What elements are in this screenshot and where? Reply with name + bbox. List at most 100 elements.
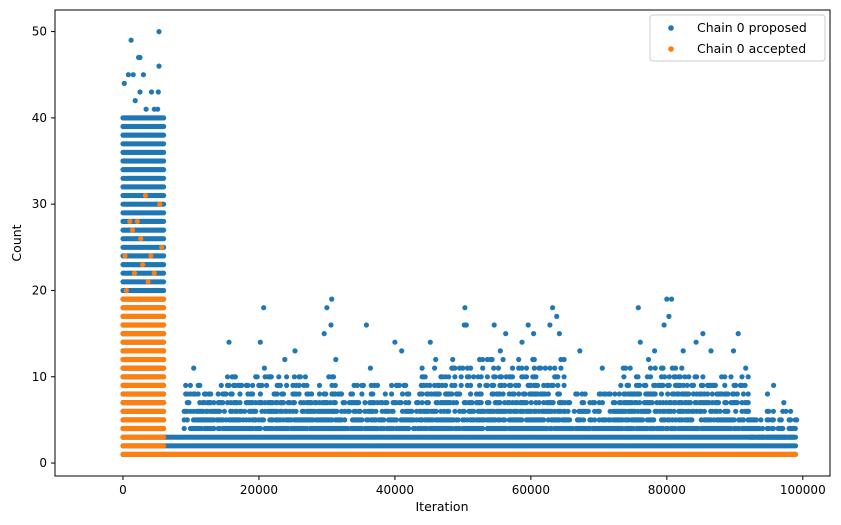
data-point (745, 374, 751, 380)
data-point (492, 374, 498, 380)
legend-label-proposed: Chain 0 proposed (697, 20, 807, 35)
data-point (156, 29, 162, 35)
data-point (709, 391, 715, 397)
data-point (398, 400, 404, 406)
data-point (161, 210, 167, 216)
data-point (334, 408, 340, 414)
data-point (766, 408, 772, 414)
data-point (592, 400, 598, 406)
data-point (585, 408, 591, 414)
data-point (342, 417, 348, 423)
data-point (215, 391, 221, 397)
data-point (528, 400, 534, 406)
data-point (257, 339, 263, 345)
data-point (250, 391, 256, 397)
data-point (664, 296, 670, 302)
data-point (556, 391, 563, 397)
data-point (446, 374, 452, 380)
data-point (689, 417, 695, 423)
data-point (781, 400, 787, 406)
data-point (161, 123, 167, 130)
data-point (477, 382, 483, 388)
data-point (142, 192, 148, 199)
data-point (277, 382, 283, 388)
data-point (221, 408, 227, 414)
data-point (161, 287, 167, 294)
data-point (599, 400, 606, 406)
data-point (161, 167, 167, 173)
data-point (637, 382, 643, 388)
data-point (652, 391, 658, 397)
data-point (433, 356, 439, 363)
data-point (715, 400, 722, 406)
data-point (357, 408, 363, 414)
data-point (259, 382, 265, 388)
data-point (690, 382, 697, 388)
data-point (284, 374, 290, 380)
data-point (257, 391, 263, 397)
data-point (621, 374, 627, 380)
data-point (161, 425, 167, 432)
data-point (491, 322, 497, 328)
data-point (134, 218, 140, 224)
data-point (523, 400, 530, 406)
data-point (468, 382, 474, 388)
data-point (531, 365, 537, 371)
data-point (356, 400, 362, 406)
data-point (161, 365, 167, 371)
y-tick-label: 30 (32, 197, 47, 211)
data-point (503, 331, 509, 337)
data-point (161, 141, 167, 147)
data-point (497, 348, 503, 354)
data-point (359, 417, 365, 423)
data-point (329, 296, 335, 302)
data-point (333, 356, 339, 363)
x-tick-label: 80000 (648, 483, 686, 497)
data-point (359, 391, 365, 397)
data-point (354, 382, 360, 388)
data-point (516, 382, 522, 388)
data-point (740, 417, 747, 423)
data-point (143, 106, 149, 112)
data-point (753, 417, 759, 423)
data-point (458, 382, 464, 388)
series-1 (120, 192, 799, 457)
data-point (284, 382, 290, 388)
data-point (155, 106, 161, 112)
data-point (466, 374, 472, 380)
data-point (452, 382, 458, 388)
data-point (161, 417, 167, 423)
data-point (661, 322, 667, 328)
data-point (161, 434, 167, 440)
data-point (478, 400, 484, 406)
data-point (261, 365, 267, 371)
data-point (419, 365, 425, 371)
data-point (666, 374, 672, 380)
data-point (660, 382, 666, 388)
data-point (419, 400, 425, 406)
data-point (433, 408, 439, 414)
data-point (701, 408, 708, 414)
data-point (742, 382, 748, 388)
data-point (764, 391, 771, 397)
data-point (792, 451, 799, 457)
data-point (794, 417, 800, 423)
data-point (599, 365, 605, 371)
data-point (453, 400, 460, 406)
data-point (184, 417, 190, 423)
data-point (148, 89, 155, 95)
data-point (455, 417, 461, 423)
data-point (682, 374, 688, 380)
data-point (649, 400, 655, 406)
data-point (293, 408, 299, 414)
data-point (232, 374, 238, 380)
data-point (637, 400, 643, 406)
data-point (788, 408, 794, 414)
data-point (723, 400, 729, 406)
data-point (500, 391, 506, 397)
data-point (260, 417, 267, 423)
data-point (565, 408, 571, 414)
data-point (161, 158, 167, 164)
data-point (161, 279, 167, 285)
data-point (406, 400, 412, 406)
